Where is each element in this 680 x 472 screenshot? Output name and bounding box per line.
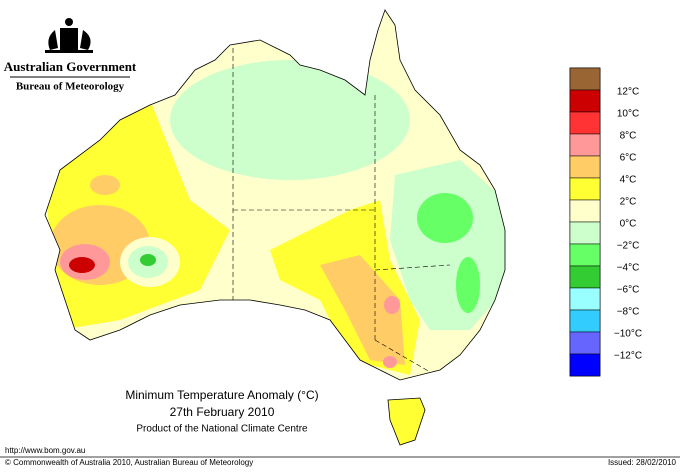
legend-swatch	[569, 199, 601, 223]
legend-label: 2°C	[620, 197, 637, 208]
legend-label: 12°C	[617, 87, 639, 98]
legend-label: −6°C	[617, 285, 640, 296]
legend-swatch	[569, 265, 601, 289]
legend-label: 6°C	[620, 153, 637, 164]
tasmania	[387, 397, 426, 446]
legend-label: −2°C	[617, 241, 640, 252]
legend-swatch	[569, 243, 601, 267]
legend-label: −10°C	[614, 329, 642, 340]
map-title: Minimum Temperature Anomaly (°C)	[125, 388, 318, 402]
legend-label: 10°C	[617, 109, 639, 120]
legend-swatch	[569, 89, 601, 113]
legend-swatch	[569, 111, 601, 135]
legend-swatch	[569, 309, 601, 333]
government: Australian Government	[4, 59, 137, 74]
legend-label: 4°C	[620, 175, 637, 186]
legend-swatch	[569, 353, 601, 377]
legend-label: −4°C	[617, 263, 640, 274]
legend-swatch	[569, 67, 601, 91]
legend: 12°C 10°C 8°C 6°C 4°C 2°C 0°C −2°C −4°C −6°C −8°C −…	[569, 67, 642, 377]
legend-swatch	[569, 177, 601, 201]
coat-of-arms	[45, 18, 93, 53]
legend-swatch	[569, 133, 601, 157]
url: http://www.bom.gov.au	[5, 446, 85, 455]
legend-swatch	[569, 155, 601, 179]
legend-label: −12°C	[614, 351, 642, 362]
copyright: © Commonwealth of Australia 2010, Austra…	[5, 458, 253, 467]
legend-swatch	[569, 221, 601, 245]
issued: Issued: 28/02/2010	[608, 458, 677, 467]
map-date: 27th February 2010	[170, 405, 275, 419]
legend-label: 0°C	[620, 219, 637, 230]
legend-swatch	[569, 331, 601, 355]
legend-label: −8°C	[617, 307, 640, 318]
agency: Bureau of Meteorology	[16, 81, 125, 93]
state-borders	[232, 48, 451, 373]
legend-swatch	[569, 287, 601, 311]
legend-label: 8°C	[620, 131, 637, 142]
map-product: Product of the National Climate Centre	[136, 424, 308, 435]
